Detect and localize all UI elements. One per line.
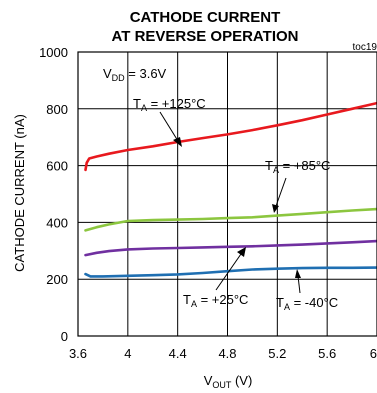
label-125c-sub: A — [141, 103, 147, 113]
arrow-25c — [215, 253, 242, 291]
label-125c-main: T — [133, 96, 141, 111]
label-minus40c-sub: A — [284, 302, 290, 312]
y-tick-label: 200 — [46, 272, 68, 287]
y-tick-label: 1000 — [39, 45, 68, 60]
y-tick-label: 800 — [46, 102, 68, 117]
label-85c-sub: A — [273, 165, 279, 175]
label-25c-main: T — [183, 292, 191, 307]
annotation-85c: TA = +85°C — [265, 158, 330, 213]
x-tick-label: 4.4 — [169, 346, 187, 361]
label-85c-rest: = +85°C — [279, 158, 330, 173]
arrow-85c — [275, 177, 287, 207]
arrowhead-85c-icon — [272, 204, 279, 213]
x-tick-label: 5.6 — [318, 346, 336, 361]
label-minus40c-rest: = -40°C — [290, 295, 338, 310]
series-lines — [84, 101, 377, 278]
arrow-125c — [159, 111, 179, 142]
plot-area: 3.6 4 4.4 4.8 5.2 5.6 6 0 200 400 600 800 1000 — [39, 45, 377, 361]
series-line-3 — [84, 266, 377, 278]
x-tick-label: 4.8 — [218, 346, 236, 361]
y-axis-label: CATHODE CURRENT (nA) — [12, 114, 27, 272]
series-line-1 — [84, 207, 377, 232]
x-axis-label: VOUT (V) — [204, 373, 253, 390]
arrowhead-125c-icon — [173, 137, 182, 147]
vdd-main: V — [103, 66, 112, 81]
label-minus40c-main: T — [276, 295, 284, 310]
chart-title-line-2: AT REVERSE OPERATION — [112, 28, 299, 45]
annotation-minus40c: TA = -40°C — [276, 269, 338, 312]
label-25c-rest: = +25°C — [197, 292, 248, 307]
series-line-2 — [84, 239, 377, 257]
annotation-125c: TA = +125°C — [133, 96, 206, 147]
label-125c-rest: = +125°C — [147, 96, 206, 111]
x-tick-label: 5.2 — [268, 346, 286, 361]
x-tick-label: 4 — [124, 346, 131, 361]
chart-title-line-1: CATHODE CURRENT — [130, 9, 281, 26]
x-axis-label-sub: OUT — [212, 380, 232, 390]
y-tick-label: 0 — [61, 329, 68, 344]
y-tick-label: 600 — [46, 159, 68, 174]
y-tick-label: 400 — [46, 215, 68, 230]
arrow-minus40c — [297, 275, 301, 294]
label-25c: TA = +25°C — [183, 292, 248, 309]
label-85c-main: T — [265, 158, 273, 173]
label-85c: TA = +85°C — [265, 158, 330, 175]
annotation-25c: TA = +25°C — [183, 247, 248, 309]
grid-lines — [78, 52, 377, 336]
x-axis-label-main: V — [204, 373, 213, 388]
series-line-0 — [84, 101, 377, 172]
x-axis-label-unit: (V) — [231, 373, 252, 388]
vdd-sub: DD — [112, 73, 125, 83]
x-tick-labels: 3.6 4 4.4 4.8 5.2 5.6 6 — [69, 346, 377, 361]
arrowhead-minus40c-icon — [295, 269, 301, 278]
label-minus40c: TA = -40°C — [276, 295, 338, 312]
label-25c-sub: A — [191, 299, 197, 309]
y-tick-labels: 0 200 400 600 800 1000 — [39, 45, 68, 344]
vdd-condition: VDD = 3.6V — [103, 66, 167, 83]
x-tick-label: 6 — [370, 346, 377, 361]
label-125c: TA = +125°C — [133, 96, 206, 113]
figure-id: toc19 — [353, 42, 377, 53]
x-tick-label: 3.6 — [69, 346, 87, 361]
vdd-rest: = 3.6V — [125, 66, 167, 81]
arrowhead-25c-icon — [237, 247, 246, 257]
plot-frame — [77, 51, 377, 337]
